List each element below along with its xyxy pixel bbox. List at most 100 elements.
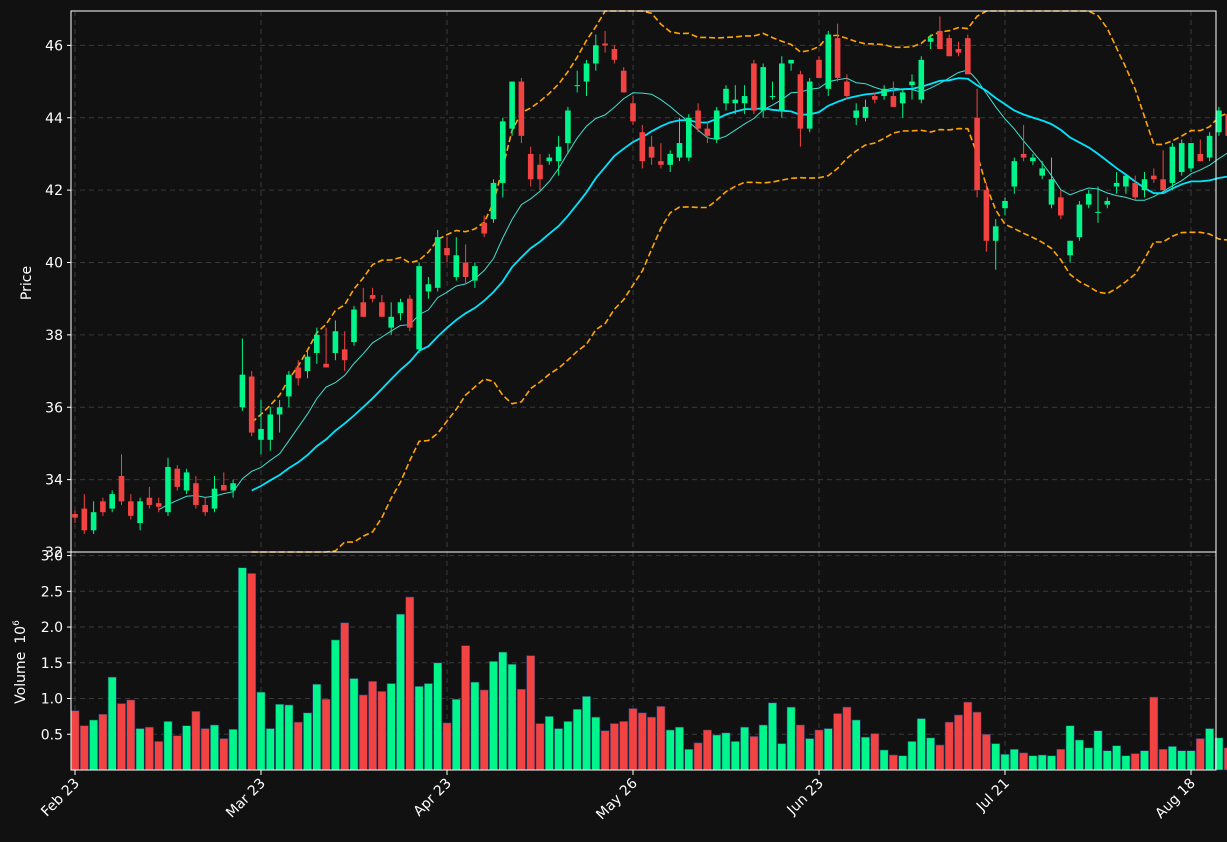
volume-bar xyxy=(888,754,898,771)
volume-bar xyxy=(172,735,182,771)
candle-body xyxy=(146,497,153,505)
volume-bar xyxy=(228,728,238,771)
candle-body xyxy=(453,255,460,277)
volume-bar xyxy=(1168,746,1177,771)
candle-body xyxy=(806,81,813,129)
candle-body xyxy=(193,483,199,505)
volume-tick-label: 2.0 xyxy=(41,620,63,636)
candle-body xyxy=(537,164,543,180)
candle-body xyxy=(1113,182,1120,187)
candle-body xyxy=(881,88,887,97)
volume-bar xyxy=(609,723,619,771)
volume-bar xyxy=(70,710,80,771)
volume-bar xyxy=(247,573,257,771)
candle-body xyxy=(1160,179,1166,191)
candle-body xyxy=(927,38,934,42)
candle-body xyxy=(258,428,264,440)
price-tick-label: 32 xyxy=(45,545,63,561)
volume-bar xyxy=(749,736,759,771)
volume-tick-label: 1.5 xyxy=(41,656,63,672)
volume-bar xyxy=(154,741,164,771)
volume-bar xyxy=(321,698,331,771)
volume-bar xyxy=(1037,754,1047,771)
candle-body xyxy=(825,34,832,89)
volume-bar xyxy=(135,728,145,771)
volume-bar xyxy=(1000,753,1010,771)
candle-body xyxy=(974,117,980,191)
volume-bar xyxy=(1186,750,1196,771)
volume-bar xyxy=(898,755,908,771)
volume-bar xyxy=(526,655,536,771)
volume-bar xyxy=(619,721,629,771)
volume-bar xyxy=(293,721,303,771)
candle-body xyxy=(388,316,394,328)
volume-tick-label: 3.0 xyxy=(41,549,63,565)
volume-bar xyxy=(340,622,350,771)
volume-bar xyxy=(479,689,489,771)
volume-bar xyxy=(330,639,340,771)
volume-bar xyxy=(554,728,563,771)
price-tick-label: 36 xyxy=(45,400,63,416)
candle-body xyxy=(472,266,478,281)
volume-bar xyxy=(916,718,926,771)
candle-body xyxy=(490,182,497,220)
candle-body xyxy=(1048,179,1055,205)
candle-body xyxy=(379,302,385,317)
candle-body xyxy=(769,96,776,98)
candle-body xyxy=(983,190,990,241)
volume-bar xyxy=(507,663,517,771)
volume-bar xyxy=(210,724,219,771)
volume-bar xyxy=(1093,730,1103,771)
candle-body xyxy=(686,117,692,158)
volume-bar xyxy=(991,743,1001,771)
candle-body xyxy=(1030,157,1036,162)
candle-body xyxy=(779,63,785,111)
volume-bar xyxy=(1149,696,1159,771)
candle-body xyxy=(676,143,683,158)
candle-body xyxy=(211,488,218,509)
candle-body xyxy=(518,81,525,136)
candle-body xyxy=(751,63,757,111)
volume-bar xyxy=(963,701,973,771)
candle-body xyxy=(360,302,367,317)
candle-body xyxy=(397,302,404,314)
volume-bar xyxy=(219,738,229,771)
volume-bar xyxy=(730,741,740,771)
volume-bar xyxy=(451,698,461,771)
candle-body xyxy=(155,503,162,507)
candle-body xyxy=(407,298,413,328)
volume-bar xyxy=(572,708,582,771)
volume-bar xyxy=(303,712,312,771)
price-axis-label: Price xyxy=(19,266,35,300)
candle-body xyxy=(630,103,636,122)
candle-body xyxy=(1188,143,1194,169)
candle-body xyxy=(1039,168,1045,176)
volume-bar xyxy=(721,732,731,771)
price-tick-label: 34 xyxy=(45,473,63,489)
candle-body xyxy=(100,501,106,513)
volume-bar xyxy=(544,716,554,771)
volume-bar xyxy=(163,721,173,771)
candle-body xyxy=(1011,161,1018,187)
candle-body xyxy=(620,70,627,93)
volume-bar xyxy=(1130,753,1140,771)
candle-body xyxy=(165,466,171,513)
volume-bar xyxy=(675,726,684,771)
candle-body xyxy=(369,295,376,299)
volume-bar xyxy=(1177,750,1187,771)
candle-body xyxy=(183,472,190,491)
candle-body xyxy=(639,132,646,162)
candle-body xyxy=(955,48,962,53)
candle-body xyxy=(834,38,841,78)
candle-body xyxy=(872,96,878,100)
price-grid xyxy=(71,11,1216,552)
fast-moving-average-line xyxy=(158,69,1227,511)
price-axis-ticks: 32 34 36 38 40 42 44 46 xyxy=(45,38,71,561)
volume-bar xyxy=(238,567,247,771)
moving-averages xyxy=(158,69,1227,511)
volume-bar xyxy=(200,728,210,771)
candle-body xyxy=(602,43,608,46)
volume-bar xyxy=(926,737,935,771)
volume-bar xyxy=(944,721,954,771)
